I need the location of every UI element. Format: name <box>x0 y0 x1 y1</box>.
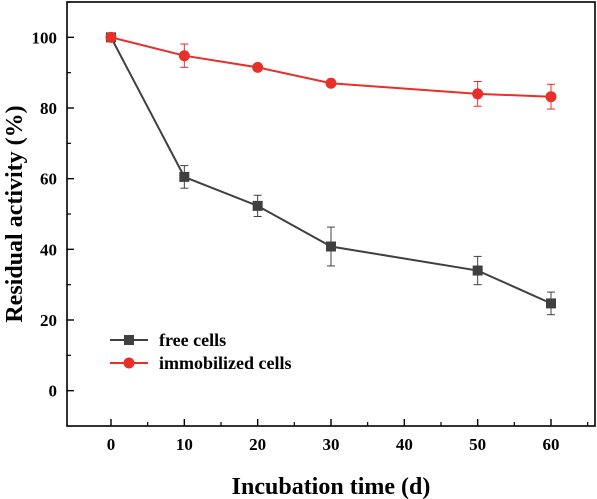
data-point-circle <box>105 31 117 43</box>
y-tick-label: 100 <box>32 28 58 47</box>
x-tick-label: 30 <box>323 435 340 454</box>
data-point-square <box>179 171 190 182</box>
legend-marker-circle <box>123 357 135 369</box>
data-point-square <box>326 241 336 252</box>
data-point-square <box>252 200 263 211</box>
y-tick-label: 20 <box>40 311 57 330</box>
y-tick-label: 80 <box>40 99 57 118</box>
data-point-circle <box>472 88 484 100</box>
series-line <box>110 36 552 305</box>
y-tick-label: 60 <box>40 170 57 189</box>
x-axis-title: Incubation time (d) <box>232 474 431 499</box>
data-point-circle <box>252 61 264 73</box>
x-tick-label: 40 <box>396 435 413 454</box>
y-tick-label: 40 <box>40 240 57 259</box>
series-layer <box>105 31 557 316</box>
x-tick-label: 20 <box>249 435 266 454</box>
x-tick-label: 50 <box>469 435 486 454</box>
x-tick-label: 0 <box>107 435 116 454</box>
series-free-cells <box>106 32 556 316</box>
y-axis-ticks: 0 20 40 60 80 100 <box>32 1 74 401</box>
data-point-circle <box>178 50 190 62</box>
x-tick-label: 10 <box>176 435 193 454</box>
legend-label: free cells <box>159 330 226 350</box>
series-line <box>110 36 552 98</box>
x-axis-ticks: 0 10 20 30 40 50 60 <box>107 419 589 454</box>
legend-marker-square <box>124 335 134 345</box>
y-tick-label: 0 <box>49 382 58 401</box>
legend-label: immobilized cells <box>159 353 291 373</box>
data-point-square <box>546 298 556 309</box>
series-immobilized-cells <box>105 31 557 110</box>
x-tick-label: 60 <box>543 435 560 454</box>
data-point-circle <box>545 91 557 103</box>
legend: free cells immobilized cells <box>110 330 291 373</box>
data-point-circle <box>325 77 337 89</box>
y-axis-title: Residual activity (%) <box>2 105 28 322</box>
data-point-square <box>472 265 483 276</box>
